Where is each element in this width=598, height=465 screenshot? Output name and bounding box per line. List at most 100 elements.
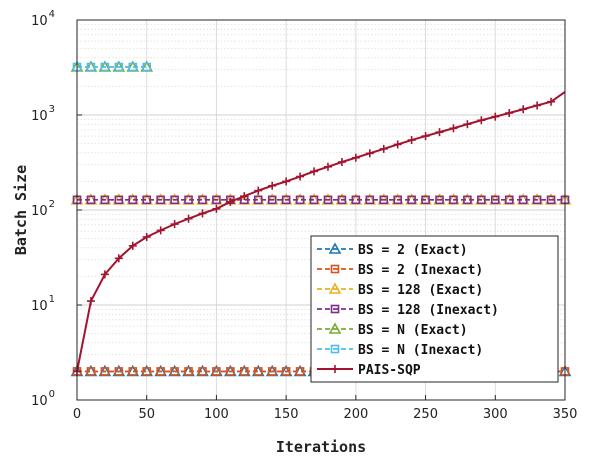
- data-point: [212, 204, 221, 213]
- x-tick-label: 300: [483, 407, 508, 422]
- y-tick-label: 101: [31, 294, 55, 314]
- data-point: [477, 195, 486, 205]
- data-point: [142, 62, 152, 72]
- data-point: [337, 158, 346, 167]
- legend-label: BS = N (Inexact): [358, 343, 483, 358]
- legend-label: BS = 128 (Exact): [358, 283, 483, 298]
- x-tick-label: 200: [343, 407, 368, 422]
- y-tick-label: 102: [31, 199, 55, 219]
- data-point: [128, 367, 138, 376]
- x-axis-ticks: 0 50 100 150 200 250 300 350: [73, 395, 577, 422]
- data-point: [198, 209, 207, 218]
- data-point: [323, 195, 333, 205]
- data-point: [532, 195, 542, 205]
- data-point: [282, 177, 291, 186]
- legend-item: BS = 2 (Inexact): [317, 263, 483, 278]
- data-point: [281, 195, 291, 205]
- legend-item: BS = 128 (Exact): [317, 282, 483, 298]
- data-point: [477, 116, 486, 125]
- y-axis-label: Batch Size: [12, 165, 30, 255]
- data-point: [170, 195, 179, 205]
- data-point: [100, 62, 110, 72]
- legend-item: PAIS-SQP: [317, 363, 421, 378]
- data-point: [198, 195, 207, 205]
- data-point: [281, 367, 291, 376]
- data-point: [310, 167, 319, 176]
- data-point: [142, 367, 152, 376]
- legend-label: BS = 2 (Inexact): [358, 263, 483, 278]
- data-point: [490, 195, 500, 205]
- legend-item: BS = 2 (Exact): [317, 242, 468, 258]
- data-point: [100, 270, 109, 279]
- data-point: [267, 195, 277, 205]
- data-point: [86, 297, 95, 306]
- data-point: [295, 195, 305, 205]
- data-point: [142, 232, 151, 241]
- data-point: [491, 112, 500, 121]
- data-point: [547, 97, 556, 106]
- data-point: [504, 195, 514, 205]
- x-axis-label: Iterations: [276, 438, 366, 456]
- legend-label: PAIS-SQP: [358, 363, 421, 378]
- data-point: [240, 192, 249, 201]
- data-point: [393, 140, 402, 149]
- y-tick-label: 104: [31, 9, 55, 29]
- data-point: [114, 62, 124, 72]
- x-tick-label: 100: [204, 407, 229, 422]
- data-point: [170, 367, 179, 376]
- data-point: [421, 132, 430, 141]
- data-point: [463, 195, 472, 205]
- data-point: [254, 186, 263, 195]
- series-5: [72, 62, 152, 72]
- data-point: [337, 195, 347, 205]
- series-layer: [70, 60, 572, 377]
- data-point: [463, 120, 472, 129]
- data-point: [449, 124, 458, 133]
- data-point: [533, 101, 542, 110]
- data-point: [226, 367, 235, 376]
- data-point: [421, 195, 430, 205]
- data-point: [253, 367, 263, 376]
- legend-marker: [330, 304, 340, 314]
- legend-label: BS = N (Exact): [358, 323, 468, 338]
- data-point: [351, 153, 360, 162]
- data-point: [156, 367, 165, 376]
- y-tick-label: 103: [31, 104, 55, 124]
- data-point: [505, 108, 514, 117]
- data-point: [128, 195, 138, 205]
- data-point: [212, 195, 221, 205]
- data-point: [518, 195, 528, 205]
- data-point: [435, 195, 444, 205]
- data-point: [253, 195, 263, 205]
- data-point: [323, 162, 332, 171]
- data-point: [379, 144, 388, 153]
- legend-marker: [331, 365, 339, 373]
- data-point: [156, 226, 165, 235]
- series-6: [73, 91, 566, 376]
- y-tick-label: 100: [31, 389, 55, 409]
- data-point: [519, 105, 528, 114]
- data-point: [128, 241, 137, 250]
- legend-label: BS = 128 (Inexact): [358, 303, 499, 318]
- data-point: [365, 195, 375, 205]
- x-tick-label: 0: [73, 407, 81, 422]
- data-point: [128, 62, 138, 72]
- data-point: [184, 195, 193, 205]
- x-tick-label: 50: [138, 407, 155, 422]
- data-point: [407, 136, 416, 145]
- legend-item: BS = N (Inexact): [317, 343, 483, 358]
- data-point: [170, 220, 179, 229]
- series-3: [72, 195, 570, 205]
- data-point: [86, 195, 96, 205]
- data-point: [365, 149, 374, 158]
- legend-marker: [328, 282, 342, 294]
- data-point: [546, 195, 556, 205]
- data-point: [100, 367, 110, 376]
- data-point: [198, 367, 207, 376]
- data-point: [86, 367, 96, 376]
- data-point: [309, 195, 319, 205]
- legend: BS = 2 (Exact) BS = 2 (Inexact) BS = 128 (…: [310, 235, 559, 383]
- data-point: [142, 195, 152, 205]
- data-point: [296, 172, 305, 181]
